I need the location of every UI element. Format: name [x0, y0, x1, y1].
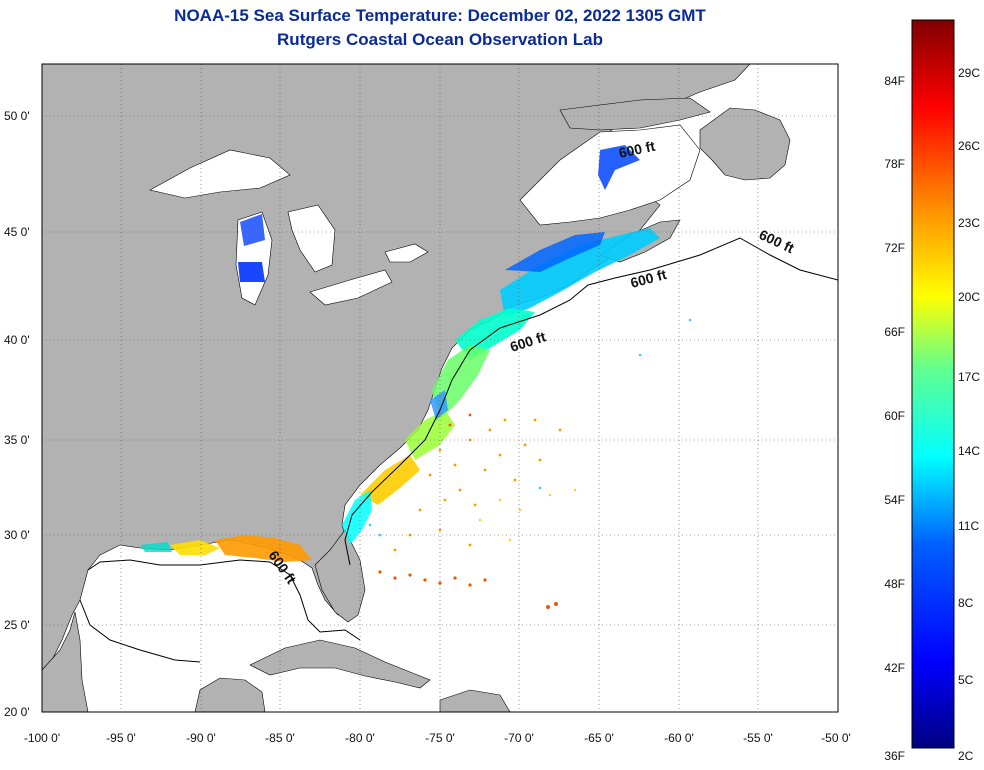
lon-tick-label: -85 0': [265, 731, 295, 745]
lat-tick-label: 40 0': [4, 333, 30, 347]
land-cuba: [249, 639, 431, 689]
gridlines: [42, 64, 838, 712]
colorbar-label-f: 72F: [884, 241, 905, 255]
lon-tick-label: -95 0': [106, 731, 136, 745]
lat-tick-label: 25 0': [4, 618, 30, 632]
lon-tick-label: -75 0': [425, 731, 455, 745]
colorbar-label-f: 42F: [884, 661, 905, 675]
map-frame: [41, 63, 839, 713]
land-quebec-north-shore: [559, 97, 711, 131]
lat-tick-label: 30 0': [4, 528, 30, 542]
colorbar-label-c: 14C: [958, 444, 980, 458]
land-newfoundland: [699, 107, 791, 181]
lon-tick-label: -90 0': [186, 731, 216, 745]
lat-axis: 20 0' 25 0' 30 0' 35 0' 40 0' 45 0' 50 0…: [4, 109, 30, 719]
colorbar-label-c: 8C: [958, 596, 974, 610]
lat-tick-label: 50 0': [4, 109, 30, 123]
land-mexico: [42, 611, 89, 712]
colorbar-label-c: 26C: [958, 139, 980, 153]
lon-tick-label: -80 0': [345, 731, 375, 745]
map-subtitle: Rutgers Coastal Ocean Observation Lab: [277, 30, 603, 49]
colorbar-celsius-labels: 29C 26C 23C 20C 17C 14C 11C 8C 5C 2C: [958, 66, 980, 763]
land-florida: [314, 529, 366, 623]
colorbar-fahrenheit-labels: 84F 78F 72F 66F 60F 54F 48F 42F 36F: [884, 74, 905, 763]
colorbar-label-c: 11C: [958, 519, 979, 533]
lon-tick-label: -60 0': [664, 731, 694, 745]
colorbar-label-f: 66F: [884, 325, 905, 339]
lat-tick-label: 20 0': [4, 705, 30, 719]
land-hispaniola: [439, 689, 511, 712]
sst-scatter-points: [368, 318, 692, 609]
lon-tick-label: -50 0': [821, 731, 851, 745]
lon-tick-label: -55 0': [743, 731, 773, 745]
lat-tick-label: 35 0': [4, 433, 30, 447]
colorbar-label-c: 23C: [958, 216, 980, 230]
colorbar-label-c: 20C: [958, 290, 980, 304]
colorbar-label-c: 17C: [958, 370, 980, 384]
map-title: NOAA-15 Sea Surface Temperature: Decembe…: [174, 6, 706, 25]
sst-coastal-band: [140, 145, 660, 562]
colorbar-label-c: 5C: [958, 673, 974, 687]
colorbar-label-f: 54F: [884, 493, 905, 507]
lon-tick-label: -100 0': [24, 731, 60, 745]
colorbar: [911, 19, 955, 749]
colorbar-label-f: 48F: [884, 577, 905, 591]
colorbar-label-f: 78F: [884, 157, 905, 171]
colorbar-label-f: 84F: [884, 74, 905, 88]
colorbar-label-f: 36F: [884, 749, 905, 763]
colorbar-label-c: 2C: [958, 749, 974, 763]
lon-tick-label: -70 0': [504, 731, 534, 745]
lat-tick-label: 45 0': [4, 225, 30, 239]
colorbar-label-f: 60F: [884, 409, 905, 423]
lon-axis: -100 0' -95 0' -90 0' -85 0' -80 0' -75 …: [24, 731, 851, 745]
isobath-600ft: [79, 237, 838, 663]
lon-tick-label: -65 0': [584, 731, 614, 745]
isobath-label: 600 ft: [617, 138, 656, 161]
land-yucatan: [194, 677, 266, 712]
colorbar-label-c: 29C: [958, 66, 980, 80]
